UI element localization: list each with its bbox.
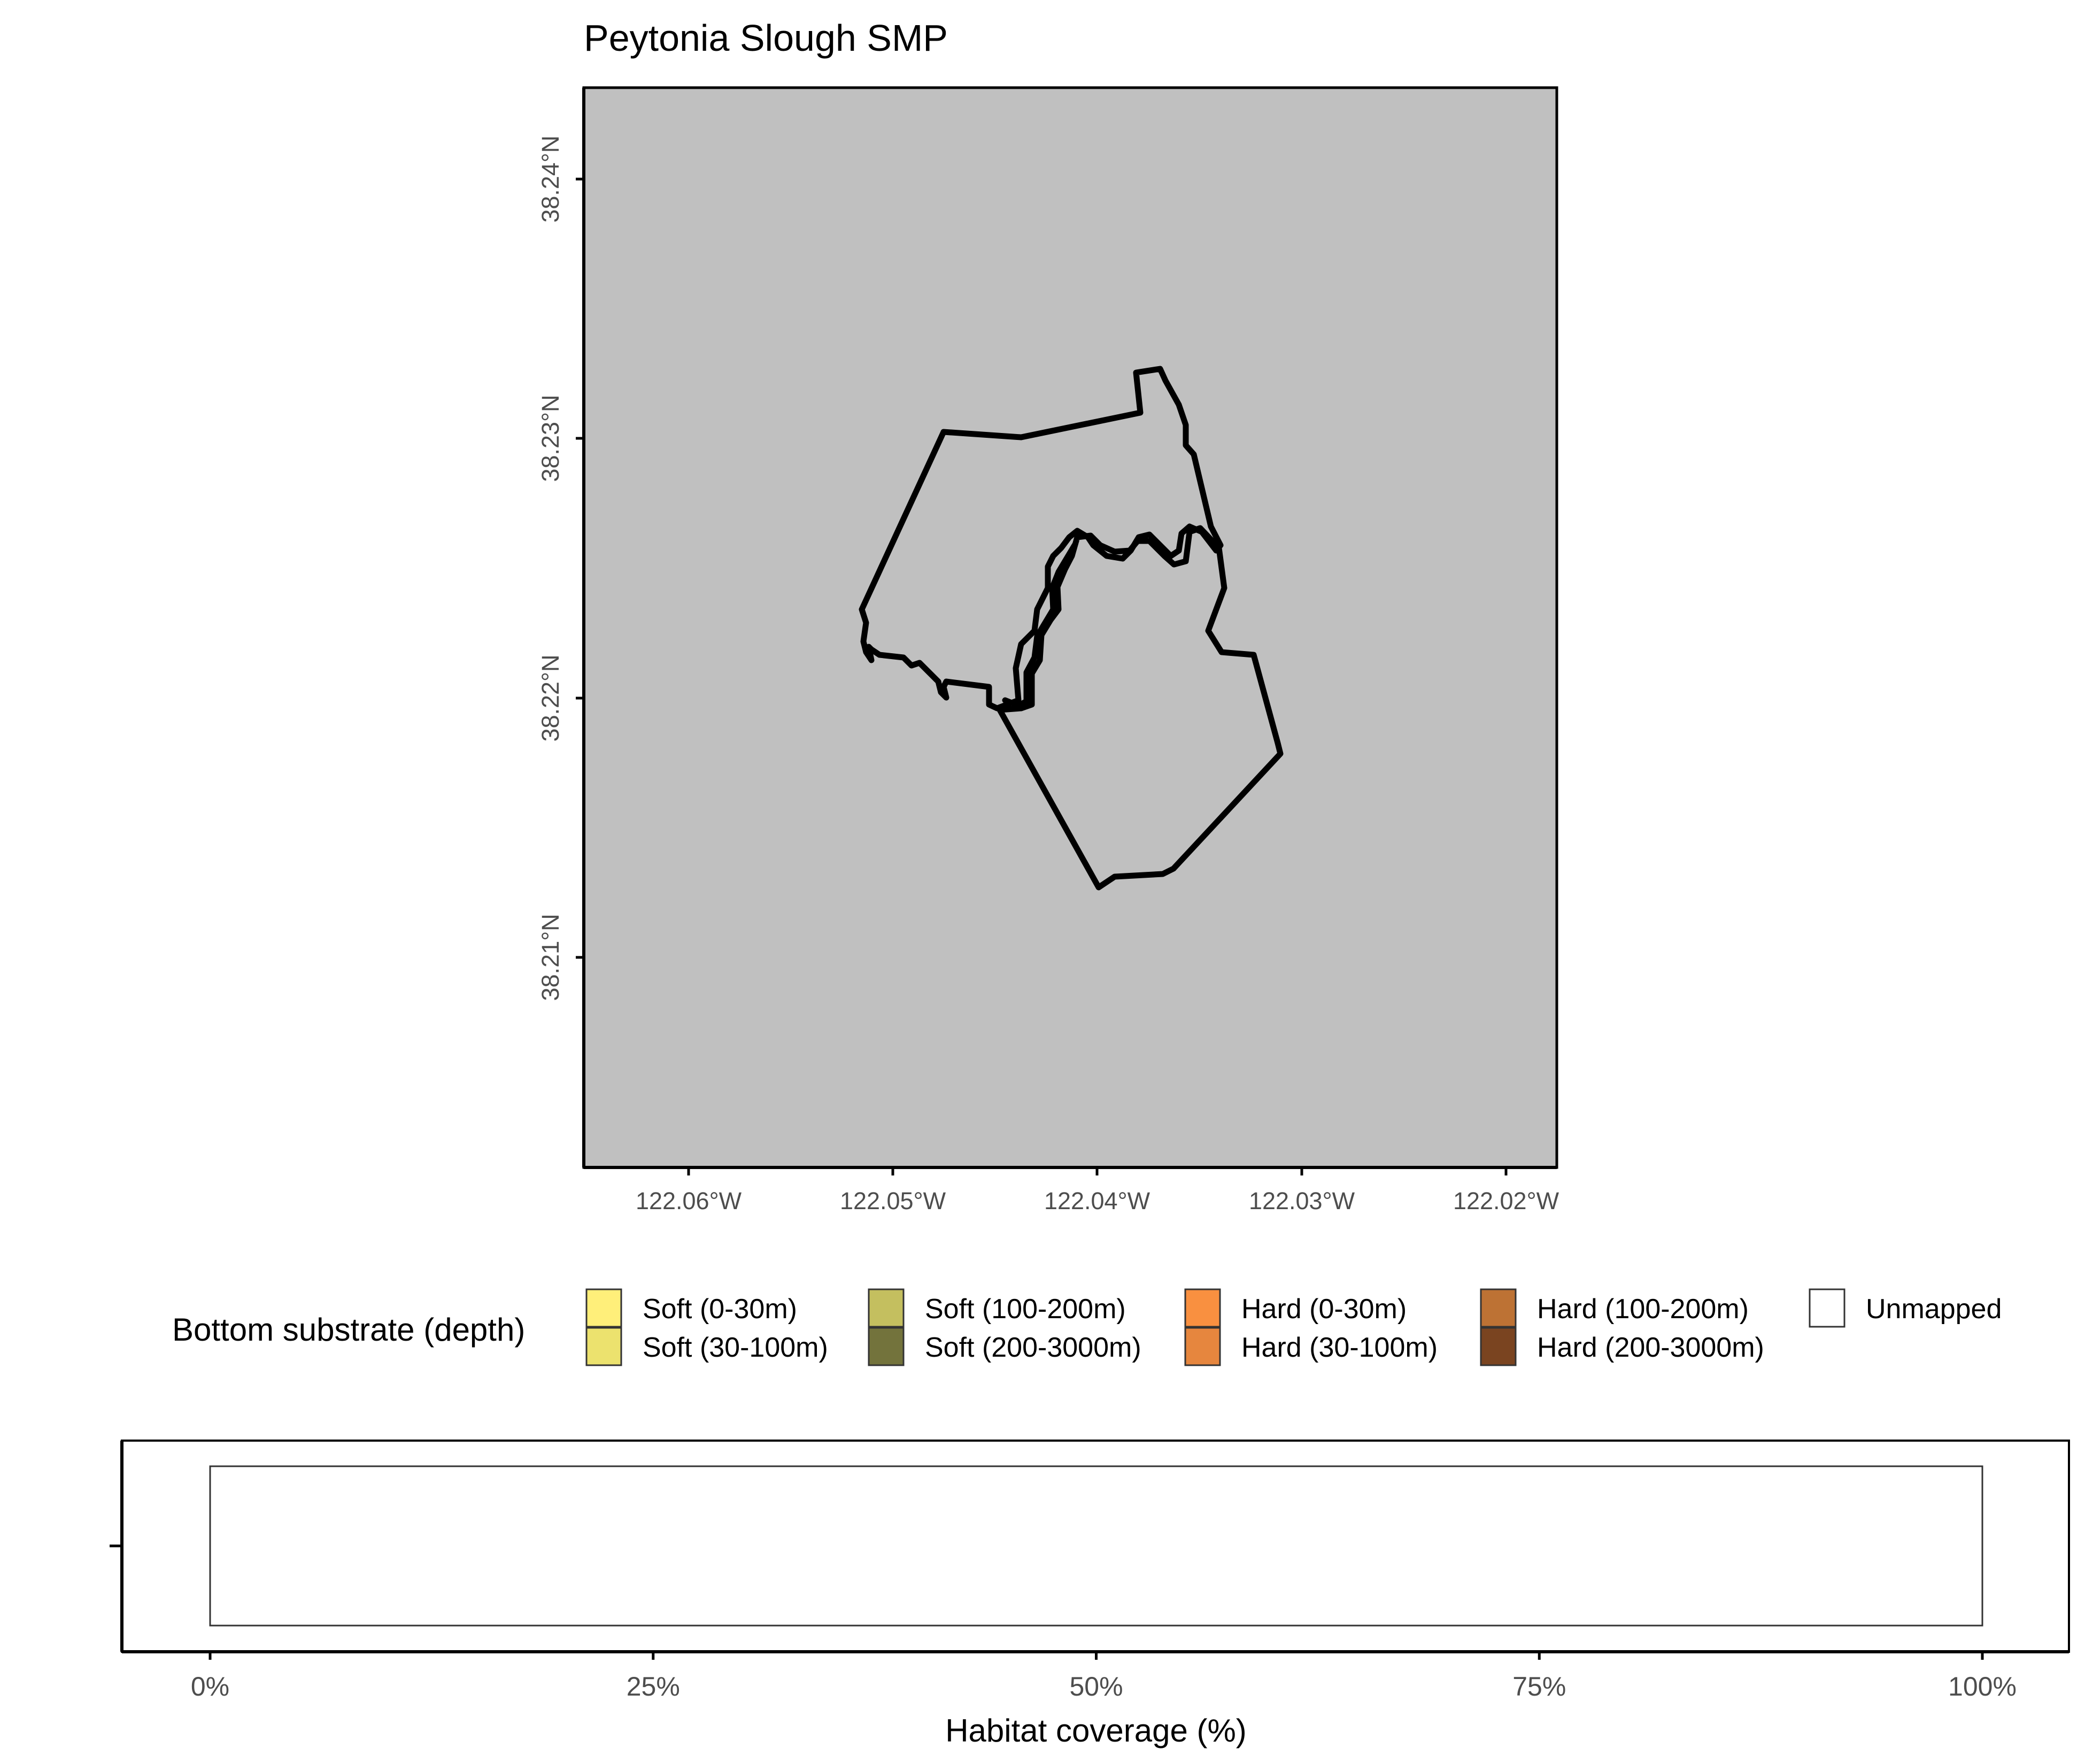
coverage-bar — [209, 1465, 1983, 1627]
legend-swatch — [1184, 1327, 1221, 1366]
legend-item: Hard (30-100m) — [1184, 1327, 1438, 1366]
map-panel: 38.24°N 38.23°N 38.22°N 38.21°N 122.06°W… — [537, 86, 1559, 1214]
legend-item: Unmapped — [1809, 1288, 2002, 1328]
lat-tick-label: 38.23°N — [537, 394, 564, 482]
map-title: Peytonia Slough SMP — [584, 17, 948, 59]
legend-label: Hard (30-100m) — [1241, 1332, 1438, 1363]
legend-swatch — [585, 1288, 622, 1328]
lon-tick-label: 122.04°W — [1044, 1187, 1150, 1214]
legend-swatch — [585, 1327, 622, 1366]
legend-swatch — [1809, 1288, 1845, 1328]
lon-tick-label: 122.05°W — [840, 1187, 946, 1214]
legend-title: Bottom substrate (depth) — [172, 1312, 525, 1348]
lon-tick-label: 122.03°W — [1249, 1187, 1355, 1214]
legend-swatch — [1184, 1288, 1221, 1328]
legend-item: Hard (200-3000m) — [1480, 1327, 1764, 1366]
legend-label: Unmapped — [1866, 1294, 2002, 1325]
legend-item: Hard (0-30m) — [1184, 1288, 1407, 1328]
legend-item: Soft (0-30m) — [585, 1288, 797, 1328]
legend-label: Hard (200-3000m) — [1537, 1332, 1764, 1363]
legend-item: Hard (100-200m) — [1480, 1288, 1749, 1328]
coverage-chart: 0% 25% 50% 75% 100% Habitat coverage (%) — [110, 1440, 2070, 1748]
x-tick-label: 0% — [191, 1672, 229, 1701]
x-axis-title: Habitat coverage (%) — [945, 1713, 1247, 1748]
legend-label: Soft (100-200m) — [925, 1294, 1126, 1325]
legend-item: Soft (200-3000m) — [868, 1327, 1141, 1366]
legend-item: Soft (30-100m) — [585, 1327, 828, 1366]
legend-label: Soft (200-3000m) — [925, 1332, 1141, 1363]
legend: Bottom substrate (depth) Soft (0-30m) Sof… — [172, 1288, 2002, 1366]
lat-tick-label: 38.24°N — [537, 135, 564, 222]
legend-label: Hard (0-30m) — [1241, 1294, 1407, 1325]
x-tick-label: 25% — [627, 1672, 680, 1701]
legend-label: Soft (30-100m) — [643, 1332, 828, 1363]
legend-label: Hard (100-200m) — [1537, 1294, 1749, 1325]
lon-tick-label: 122.06°W — [636, 1187, 742, 1214]
x-tick-label: 100% — [1948, 1672, 2017, 1701]
legend-swatch — [1480, 1288, 1517, 1328]
legend-label: Soft (0-30m) — [643, 1294, 797, 1325]
legend-item: Soft (100-200m) — [868, 1288, 1126, 1328]
latitude-labels: 38.24°N 38.23°N 38.22°N 38.21°N — [537, 135, 564, 1001]
longitude-labels: 122.06°W 122.05°W 122.04°W 122.03°W 122.… — [636, 1187, 1559, 1214]
legend-swatch — [868, 1327, 905, 1366]
map-background — [582, 86, 1558, 1169]
x-tick-label: 50% — [1069, 1672, 1123, 1701]
legend-swatch — [868, 1288, 905, 1328]
legend-swatch — [1480, 1327, 1517, 1366]
protected-area-boundary — [859, 366, 1284, 891]
lat-tick-label: 38.22°N — [537, 654, 564, 741]
x-tick-label: 75% — [1512, 1672, 1566, 1701]
lon-tick-label: 122.02°W — [1453, 1187, 1559, 1214]
lat-tick-label: 38.21°N — [537, 914, 564, 1001]
